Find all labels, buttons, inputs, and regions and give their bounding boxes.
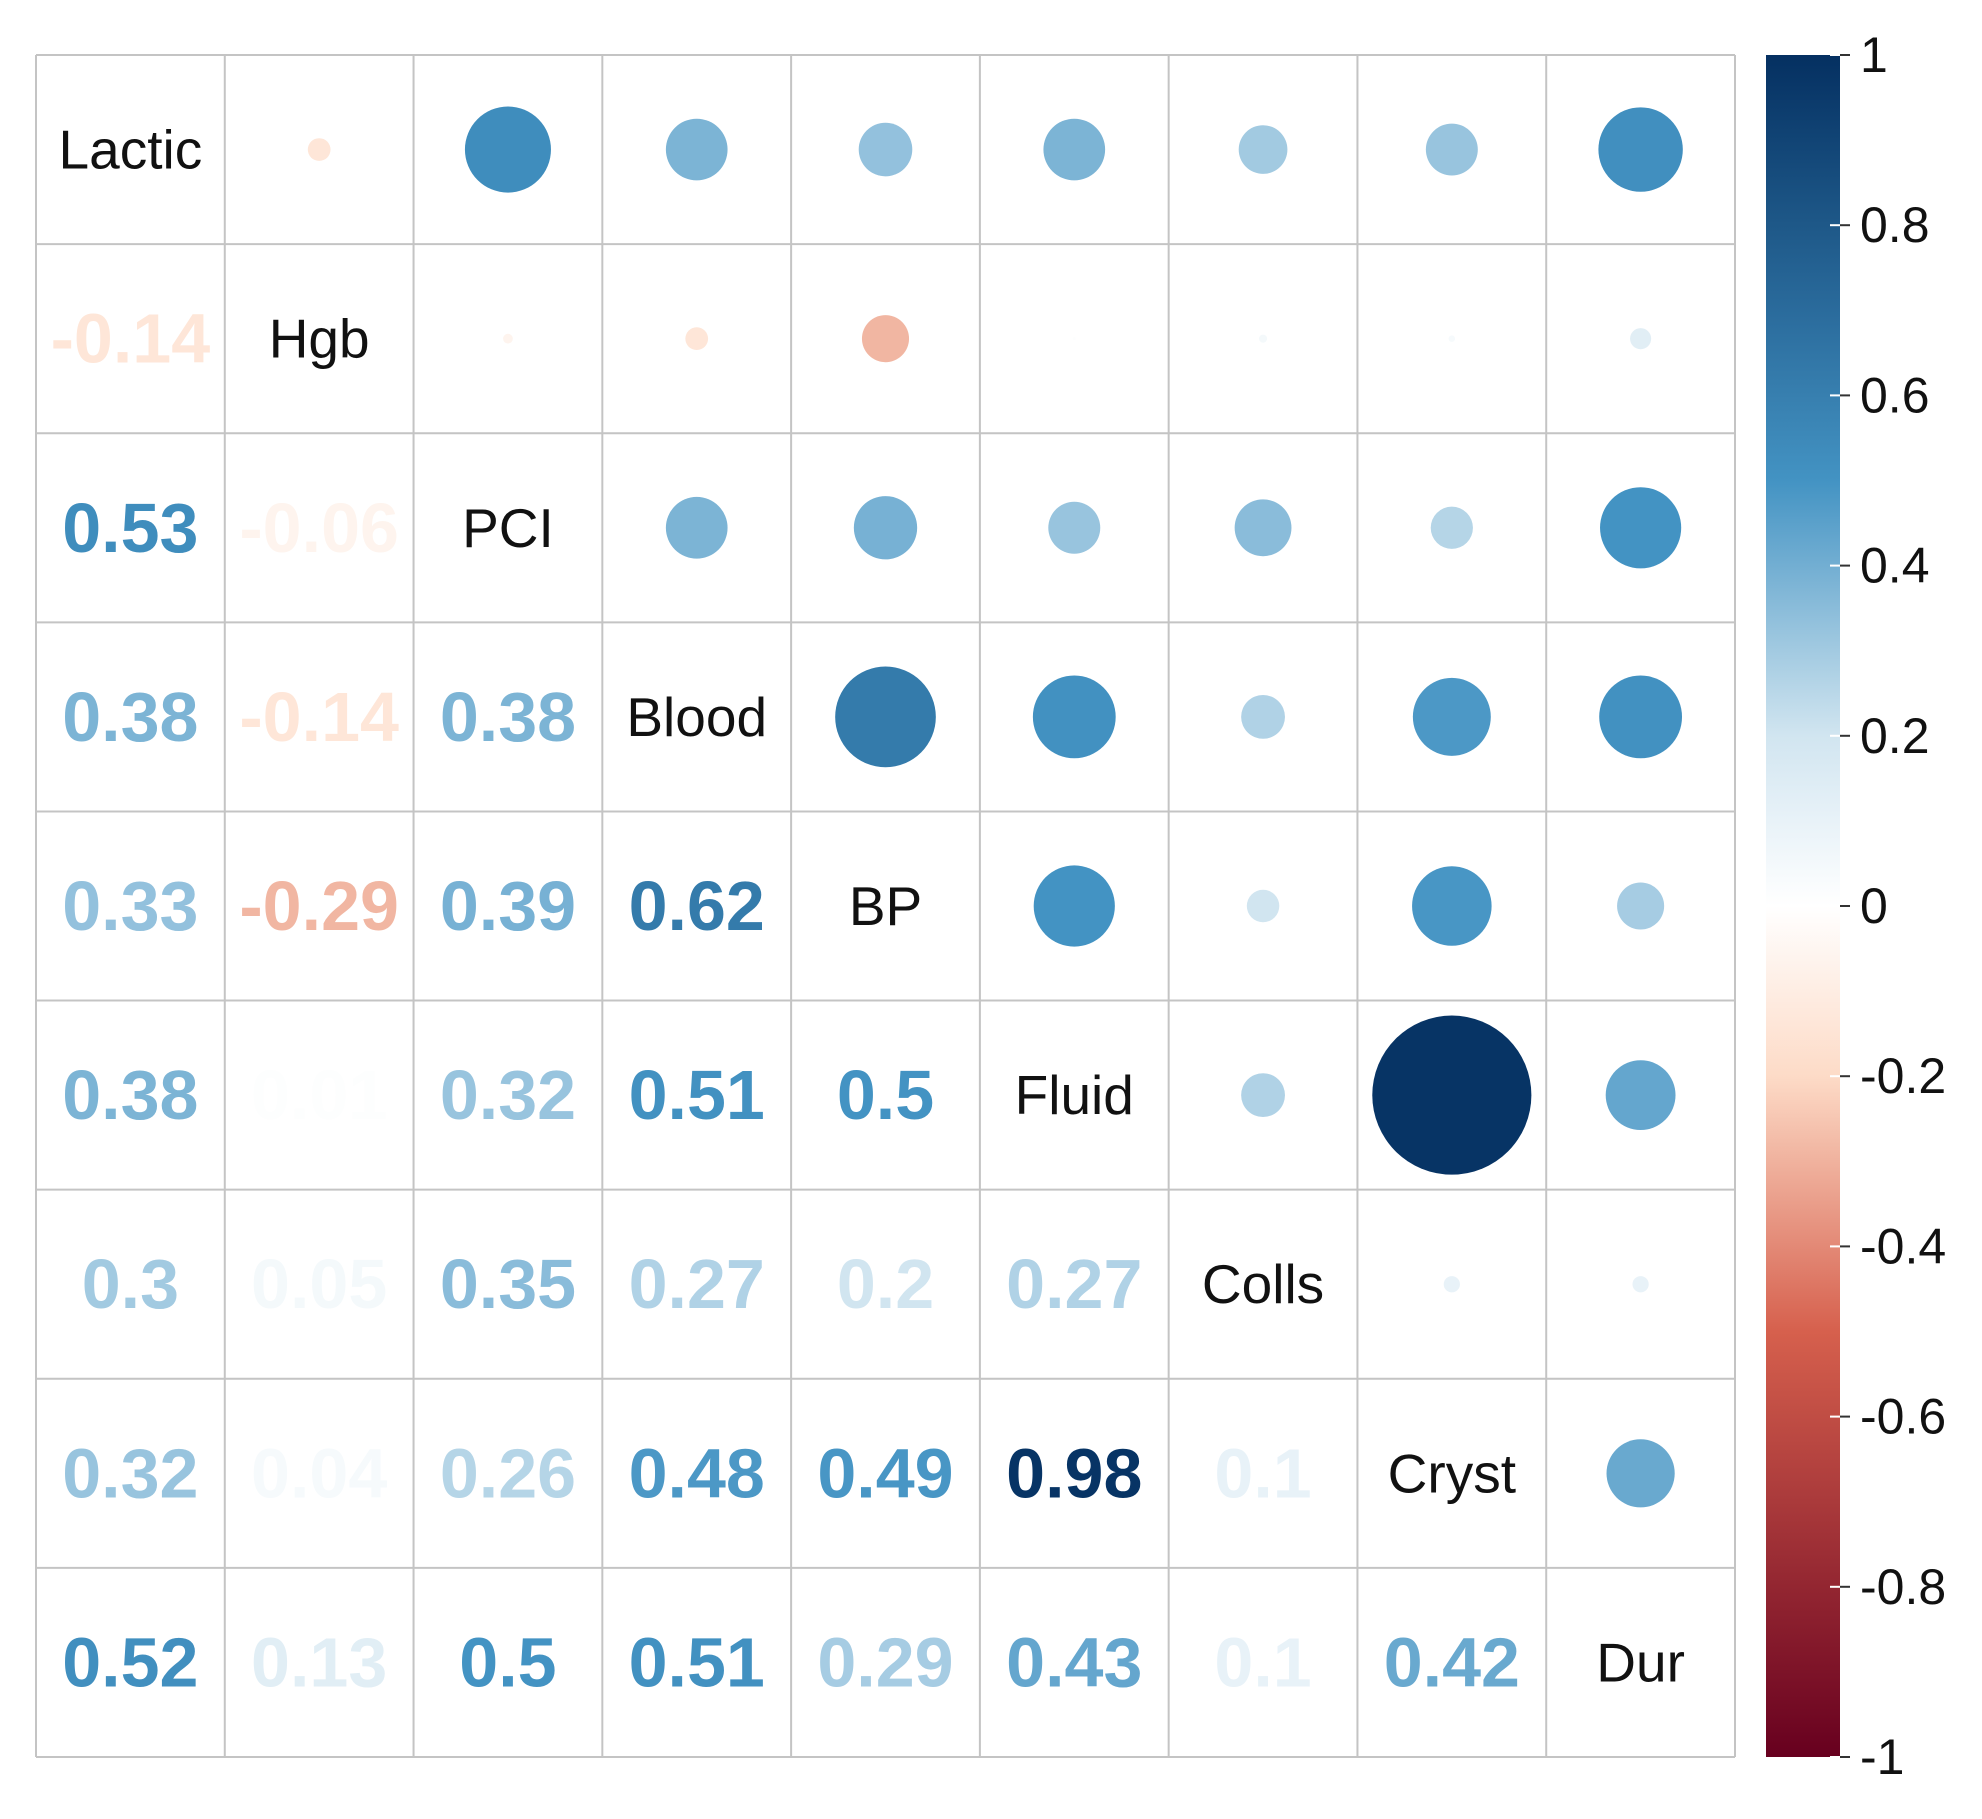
variable-label-dur: Dur [1596, 1631, 1685, 1693]
corr-value-blood-pci: 0.38 [440, 678, 576, 756]
corr-circle-pci-fluid [1048, 501, 1101, 554]
corr-value-colls-blood: 0.27 [629, 1245, 765, 1323]
variable-label-cryst: Cryst [1388, 1442, 1516, 1504]
colorbar-tick-label: -0.8 [1860, 1559, 1946, 1615]
corr-circle-blood-cryst [1412, 677, 1491, 756]
corr-circle-lactic-blood [665, 118, 728, 181]
corr-circle-lactic-fluid [1043, 118, 1106, 181]
corr-circle-blood-dur [1599, 675, 1683, 759]
variable-label-pci: PCI [462, 497, 554, 559]
corr-value-fluid-pci: 0.32 [440, 1056, 576, 1134]
corr-value-colls-pci: 0.35 [440, 1245, 576, 1323]
corr-value-dur-pci: 0.5 [459, 1623, 556, 1701]
colorbar-tick-label: 0 [1860, 878, 1888, 934]
variable-label-hgb: Hgb [269, 308, 370, 370]
corr-circle-hgb-pci [503, 333, 513, 344]
corr-value-blood-lactic: 0.38 [62, 678, 198, 756]
corr-circle-lactic-hgb [307, 138, 331, 161]
colorbar-tick-label: 0.2 [1860, 708, 1930, 764]
corr-value-cryst-blood: 0.48 [629, 1434, 765, 1512]
corr-value-bp-lactic: 0.33 [62, 867, 198, 945]
corr-circle-blood-bp [835, 666, 936, 768]
corr-value-fluid-hgb: 0.01 [251, 1056, 387, 1134]
corr-circle-cryst-dur [1606, 1439, 1675, 1508]
corr-circle-bp-colls [1246, 889, 1280, 923]
matrix-cells: Lactic -0.14 Hgb 0.53 -0.06 PCI 0.38 -0.14 0.38 B… [51, 106, 1685, 1701]
corr-value-dur-bp: 0.29 [817, 1623, 953, 1701]
colorbar-tick-label: -1 [1860, 1729, 1904, 1785]
colorbar-gradient-bar [1766, 55, 1840, 1757]
colorbar-tick-label: 1 [1860, 27, 1888, 83]
corr-circle-pci-blood [665, 496, 728, 559]
variable-label-lactic: Lactic [59, 119, 203, 181]
corr-value-colls-hgb: 0.05 [251, 1245, 387, 1323]
corr-value-dur-lactic: 0.52 [62, 1623, 198, 1701]
corr-circle-lactic-bp [858, 122, 913, 177]
corr-value-bp-pci: 0.39 [440, 867, 576, 945]
corr-circle-bp-dur [1617, 882, 1665, 930]
variable-label-blood: Blood [626, 686, 767, 748]
corr-value-pci-lactic: 0.53 [62, 489, 198, 567]
corr-value-cryst-fluid: 0.98 [1006, 1434, 1142, 1512]
colorbar-tick-label: -0.2 [1860, 1048, 1946, 1104]
corr-circle-blood-colls [1241, 694, 1285, 739]
corr-value-dur-colls: 0.1 [1214, 1623, 1311, 1701]
corr-value-fluid-bp: 0.5 [837, 1056, 934, 1134]
variable-label-fluid: Fluid [1015, 1064, 1134, 1126]
corr-circle-hgb-fluid [1072, 337, 1076, 341]
corr-circle-pci-bp [853, 496, 918, 560]
corr-circle-colls-dur [1632, 1276, 1649, 1293]
corr-value-dur-cryst: 0.42 [1384, 1623, 1520, 1701]
corr-value-dur-blood: 0.51 [629, 1623, 765, 1701]
corr-circle-colls-cryst [1443, 1276, 1460, 1293]
corr-value-dur-hgb: 0.13 [251, 1623, 387, 1701]
colorbar-tick-label: 0.6 [1860, 367, 1930, 423]
corr-value-cryst-bp: 0.49 [817, 1434, 953, 1512]
corr-circle-blood-fluid [1032, 675, 1116, 759]
corr-circle-hgb-bp [861, 315, 910, 363]
corr-value-fluid-lactic: 0.38 [62, 1056, 198, 1134]
corr-value-colls-lactic: 0.3 [82, 1245, 179, 1323]
corr-value-bp-blood: 0.62 [629, 867, 765, 945]
corr-value-cryst-colls: 0.1 [1214, 1434, 1311, 1512]
corr-value-dur-fluid: 0.43 [1006, 1623, 1142, 1701]
variable-label-colls: Colls [1202, 1253, 1324, 1315]
corr-value-pci-hgb: -0.06 [239, 489, 399, 567]
corr-circle-lactic-cryst [1425, 123, 1478, 176]
colorbar: 1 0.8 0.6 0.4 0.2 0 -0.2 -0.4 -0.6 -0.8 -1 [1766, 27, 1946, 1785]
matrix-grid [35, 54, 1736, 1758]
corr-value-cryst-pci: 0.26 [440, 1434, 576, 1512]
corr-circle-fluid-colls [1241, 1073, 1285, 1118]
corr-circle-hgb-blood [685, 327, 709, 351]
corr-value-cryst-lactic: 0.32 [62, 1434, 198, 1512]
corr-value-blood-hgb: -0.14 [239, 678, 399, 756]
corr-circle-lactic-dur [1598, 107, 1683, 192]
corr-circle-pci-colls [1234, 499, 1292, 557]
corr-circle-fluid-dur [1605, 1060, 1676, 1131]
variable-label-bp: BP [849, 875, 922, 937]
corr-value-colls-bp: 0.2 [837, 1245, 934, 1323]
corr-value-fluid-blood: 0.51 [629, 1056, 765, 1134]
corr-circle-bp-cryst [1412, 866, 1492, 946]
corr-circle-fluid-cryst [1372, 1015, 1532, 1175]
colorbar-tick-label: 0.8 [1860, 197, 1930, 253]
corr-circle-hgb-dur [1630, 328, 1652, 350]
corr-circle-hgb-cryst [1448, 335, 1456, 342]
colorbar-tick-label: 0.4 [1860, 538, 1930, 594]
corr-value-cryst-hgb: 0.04 [251, 1434, 387, 1512]
corr-circle-lactic-colls [1238, 125, 1288, 174]
colorbar-tick-label: -0.4 [1860, 1218, 1946, 1274]
colorbar-tick-label: -0.6 [1860, 1389, 1946, 1445]
corr-circle-pci-cryst [1430, 506, 1473, 549]
corr-circle-lactic-pci [464, 106, 551, 193]
corr-circle-bp-fluid [1033, 865, 1115, 947]
corr-value-colls-fluid: 0.27 [1006, 1245, 1142, 1323]
corr-circle-hgb-colls [1258, 334, 1268, 343]
corr-value-hgb-lactic: -0.14 [51, 300, 211, 378]
corr-circle-pci-dur [1600, 487, 1682, 569]
corr-value-bp-hgb: -0.29 [239, 867, 399, 945]
